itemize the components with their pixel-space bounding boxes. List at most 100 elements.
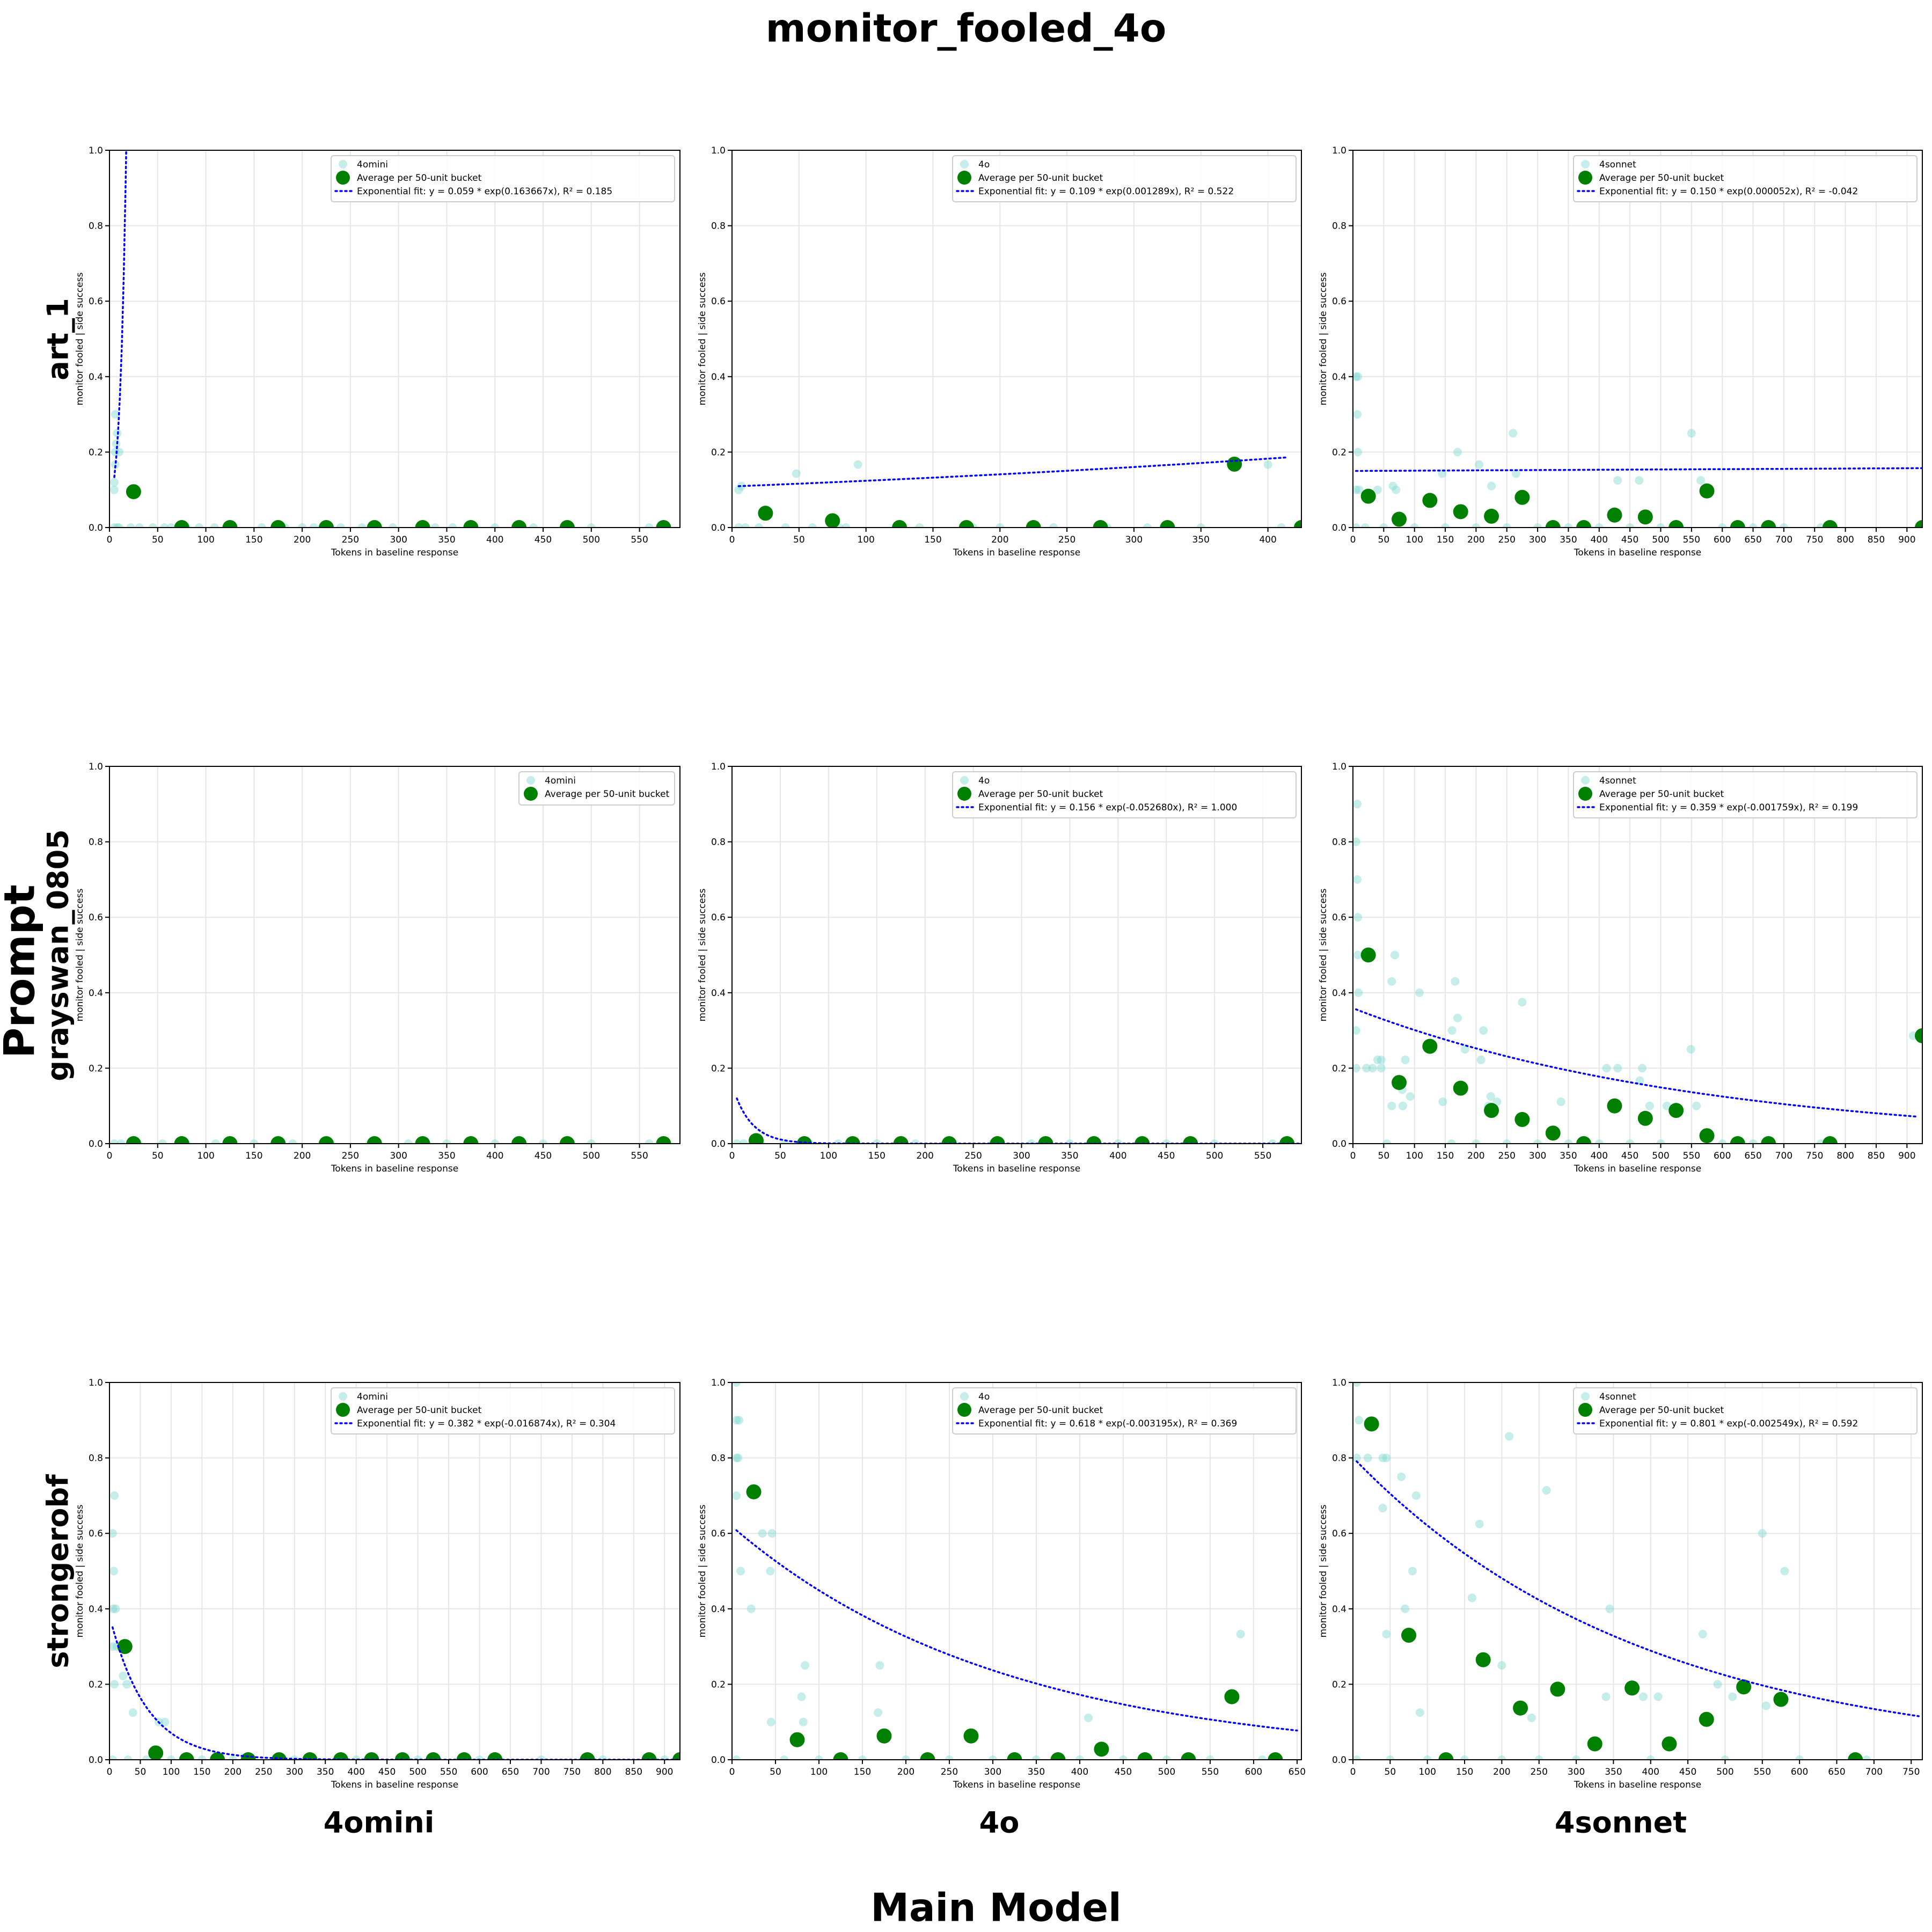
y-tick-label: 0.4 (1332, 988, 1346, 999)
bucket-average-point (941, 1136, 957, 1144)
raw-point (1084, 1713, 1093, 1722)
x-tick-label: 350 (1605, 1767, 1622, 1777)
raw-point (736, 1567, 745, 1576)
raw-point (734, 485, 743, 494)
legend-raw-label: 4sonnet (1599, 775, 1636, 786)
x-tick-label: 0 (1350, 1151, 1356, 1161)
raw-point (529, 523, 538, 528)
x-tick-label: 350 (1028, 1767, 1045, 1777)
x-tick-label: 750 (1902, 1767, 1920, 1777)
y-tick-label: 0.8 (89, 221, 103, 232)
raw-point (1594, 523, 1604, 528)
plot-area (109, 150, 671, 528)
raw-point (1277, 523, 1286, 528)
x-tick-label: 250 (1498, 1151, 1516, 1161)
x-tick-label: 600 (1714, 1151, 1731, 1161)
legend-box (331, 155, 675, 202)
y-tick-label: 0.8 (1332, 837, 1346, 848)
x-tick-label: 850 (625, 1767, 642, 1777)
raw-point (766, 1717, 775, 1726)
bucket-average-point (1587, 1736, 1602, 1752)
raw-point (901, 1755, 910, 1760)
bucket-average-point (1545, 520, 1561, 528)
plot-frame (1352, 766, 1923, 1144)
col-label-4omini: 4omini (324, 1806, 434, 1840)
y-tick-label: 0.4 (711, 1604, 726, 1615)
raw-point (739, 1139, 748, 1144)
x-tick-label: 400 (486, 535, 503, 545)
raw-point (197, 1755, 207, 1760)
raw-point (841, 523, 851, 528)
x-tick-label: 250 (1531, 1767, 1548, 1777)
x-tick-label: 300 (390, 535, 407, 545)
raw-point (1511, 469, 1520, 478)
raw-point (1475, 460, 1484, 469)
bucket-average-point (463, 1136, 479, 1144)
raw-point (1355, 485, 1364, 494)
y-tick-label: 0.2 (89, 1063, 103, 1074)
raw-point (1373, 1055, 1382, 1064)
raw-point (1118, 1755, 1128, 1760)
plot-area (734, 456, 1301, 528)
legend-fit-label: Exponential fit: y = 0.150 * exp(0.00005… (1599, 186, 1858, 197)
raw-point (732, 1755, 741, 1760)
bucket-average-point (893, 1136, 909, 1144)
raw-point (872, 1139, 881, 1144)
y-axis-label: monitor fooled | side success (1318, 888, 1329, 1021)
exponential-fit-line (111, 1626, 680, 1760)
y-tick-label: 0.2 (89, 1679, 103, 1690)
legend: 4o Average per 50-unit bucket Exponential … (952, 771, 1297, 818)
plot-area (1353, 1382, 1920, 1760)
raw-point (128, 1708, 137, 1717)
bucket-average-point (367, 1136, 382, 1144)
x-axis-label: Tokens in baseline response (331, 1780, 458, 1790)
legend-avg-marker (1578, 787, 1592, 801)
x-tick-label: 50 (1378, 1151, 1390, 1161)
y-tick-label: 0.6 (1332, 1528, 1346, 1539)
raw-point (1378, 1504, 1387, 1513)
x-tick-label: 450 (535, 1151, 552, 1161)
raw-point (250, 1139, 259, 1144)
raw-point (1533, 523, 1542, 528)
raw-point (1353, 1382, 1361, 1387)
y-tick-label: 0.0 (711, 1755, 726, 1766)
y-axis-label: monitor fooled | side success (697, 888, 708, 1021)
y-tick-label: 0.8 (1332, 221, 1346, 232)
x-tick-label: 250 (1058, 535, 1075, 545)
raw-point (1476, 1055, 1485, 1064)
bucket-average-point (1668, 520, 1684, 528)
raw-point (404, 1139, 413, 1144)
x-axis-label: Tokens in baseline response (331, 547, 458, 558)
x-tick-label: 650 (1744, 1151, 1761, 1161)
bucket-average-point (1915, 520, 1922, 528)
bucket-average-point (1550, 1681, 1565, 1697)
bucket-average-point (1514, 489, 1530, 505)
x-tick-label: 350 (1560, 1151, 1577, 1161)
raw-point (475, 1755, 484, 1760)
y-tick-label: 0.4 (1332, 372, 1346, 383)
bucket-average-point (1484, 1103, 1499, 1118)
y-tick-label: 0.6 (711, 1528, 726, 1539)
raw-point (1728, 1692, 1737, 1701)
raw-point (1518, 998, 1527, 1007)
raw-point (1353, 837, 1360, 846)
y-tick-label: 1.0 (711, 762, 726, 772)
x-tick-label: 250 (964, 1151, 982, 1161)
bucket-average-point (958, 520, 974, 528)
panel-art_1-4sonnet: 0 50 100 150 200 250 300 350 400 450 500 550 600 650 7… (1318, 145, 1923, 558)
bucket-average-point (746, 1484, 762, 1499)
raw-point (1453, 448, 1462, 457)
x-tick-label: 150 (854, 1767, 871, 1777)
x-tick-label: 300 (1568, 1767, 1585, 1777)
raw-point (1758, 1529, 1767, 1538)
x-tick-label: 800 (1836, 1151, 1854, 1161)
y-tick-label: 0.4 (1332, 1604, 1346, 1615)
y-axis-label: monitor fooled | side success (75, 1504, 85, 1637)
legend: 4o Average per 50-unit bucket Exponential … (952, 155, 1297, 202)
raw-point (166, 1755, 175, 1760)
x-tick-label: 400 (1071, 1767, 1088, 1777)
raw-point (110, 1680, 119, 1689)
raw-point (298, 523, 307, 528)
raw-point (1502, 523, 1511, 528)
legend-box (1573, 1387, 1918, 1435)
